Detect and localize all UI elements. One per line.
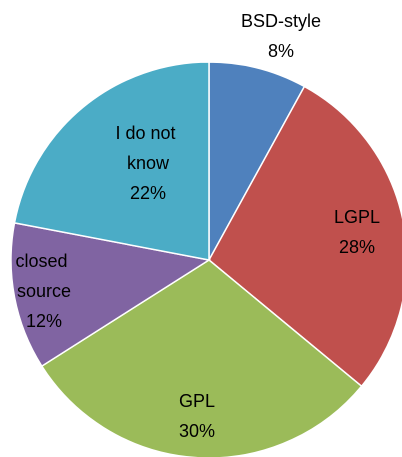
pie-slice <box>208 61 306 261</box>
label-line: closed <box>15 251 72 271</box>
label-line: I do not <box>115 123 180 143</box>
pie-slice <box>208 85 402 388</box>
pie-slice <box>10 222 212 368</box>
slice-label: BSD-style <box>241 11 321 31</box>
pie-slice <box>40 259 363 457</box>
slice-label: I do not know <box>115 123 180 173</box>
value-label: 30% <box>179 421 215 441</box>
label-line: LGPL <box>334 207 380 227</box>
label-line: BSD-style <box>241 11 321 31</box>
value-label: 8% <box>268 41 294 61</box>
pie-slice <box>13 61 210 261</box>
value-label: 28% <box>339 237 375 257</box>
label-line: source <box>17 281 71 301</box>
value-label: 12% <box>26 311 62 331</box>
label-line: know <box>127 153 170 173</box>
slice-label: closed source <box>15 251 72 301</box>
slice-label: LGPL <box>334 207 380 227</box>
slice-label: GPL <box>179 391 215 411</box>
value-label: 22% <box>130 183 166 203</box>
label-line: GPL <box>179 391 215 411</box>
